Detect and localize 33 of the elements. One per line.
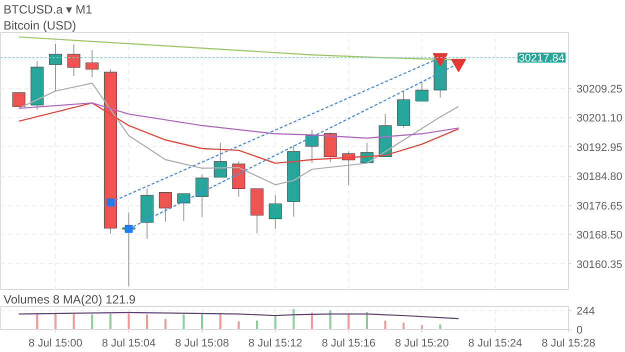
candlestick xyxy=(48,43,62,92)
candlestick xyxy=(12,92,26,107)
candlestick xyxy=(67,44,80,77)
y-tick-label: 244 xyxy=(576,306,595,318)
x-tick-label: 8 Jul 15:16 xyxy=(322,338,376,350)
chart-subtitle: Bitcoin (USD) xyxy=(4,18,76,32)
y-tick-label: 30176.65 xyxy=(576,200,622,212)
x-tick-label: 8 Jul 15:08 xyxy=(175,338,229,350)
candlestick xyxy=(214,142,227,178)
y-tick-label: 30209.25 xyxy=(576,83,622,96)
candlestick xyxy=(177,192,190,222)
y-tick-label: 30168.50 xyxy=(576,230,622,242)
candlestick xyxy=(196,174,209,218)
candlestick xyxy=(268,194,282,230)
chart-title: BTCUSD.a ▾ M1 xyxy=(4,2,93,16)
x-tick-label: 8 Jul 15:04 xyxy=(102,338,156,350)
chart-title: Volumes 8 MA(20) 121.9 xyxy=(4,292,136,306)
x-tick-label: 8 Jul 15:12 xyxy=(248,338,302,350)
y-tick-label: 30160.35 xyxy=(576,258,622,271)
x-tick-label: 8 Jul 15:24 xyxy=(468,338,522,350)
candlestick xyxy=(158,192,172,222)
ref-line-label: 30217.84 xyxy=(518,52,565,65)
candlestick xyxy=(305,129,319,164)
x-tick-label: 8 Jul 15:00 xyxy=(28,338,82,350)
x-tick-label: 8 Jul 15:20 xyxy=(395,338,449,350)
y-tick-label: 0 xyxy=(576,324,583,336)
candlestick xyxy=(324,132,337,163)
candlestick xyxy=(415,82,428,102)
candlestick xyxy=(86,50,99,78)
y-tick-label: 30184.80 xyxy=(576,171,622,184)
y-tick-label: 30201.10 xyxy=(576,112,622,125)
y-tick-label: 30192.95 xyxy=(576,142,622,154)
x-tick-label: 8 Jul 15:28 xyxy=(542,338,596,350)
